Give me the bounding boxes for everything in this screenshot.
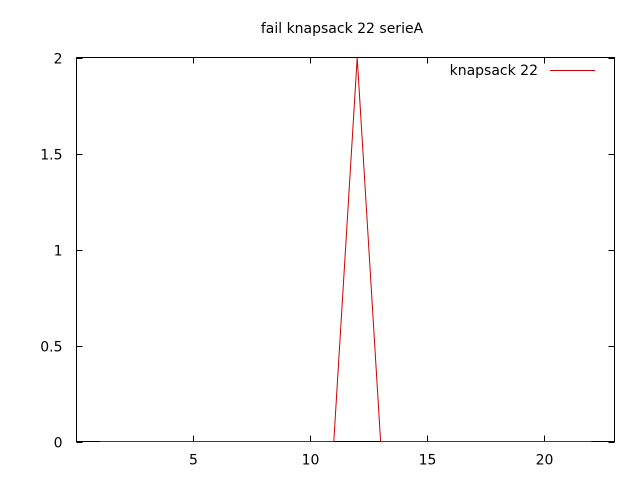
legend-label-knapsack-22: knapsack 22 (450, 63, 538, 79)
chart-title: fail knapsack 22 serieA (261, 21, 424, 37)
y-tick-labels: 0 0.5 1 1.5 2 (40, 52, 62, 452)
y-tick-label: 1 (54, 244, 63, 260)
plot-area-frame (76, 57, 615, 442)
y-tick-label: 1.5 (40, 148, 62, 164)
x-tick-label: 15 (419, 453, 437, 469)
x-tick-label: 20 (536, 453, 554, 469)
x-tick-labels: 5 10 15 20 (189, 453, 553, 469)
x-tick-label: 5 (189, 453, 198, 469)
tick-marks (76, 57, 615, 443)
series-line-0 (99, 57, 592, 442)
x-tick-label: 10 (302, 453, 320, 469)
legend: knapsack 22 (450, 63, 595, 79)
y-tick-label: 0.5 (40, 340, 62, 356)
y-tick-label: 0 (54, 436, 63, 452)
y-tick-label: 2 (54, 52, 63, 68)
series-layer (99, 57, 592, 442)
